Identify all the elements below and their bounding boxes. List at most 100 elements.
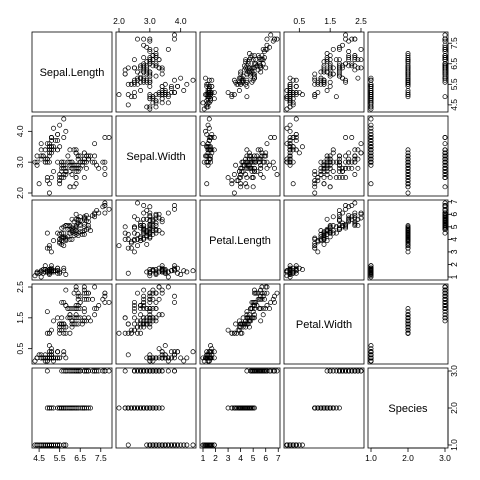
point-r1-c3-92 — [318, 172, 324, 177]
point-r2-c0-99 — [61, 235, 67, 241]
point-r1-c2-100 — [263, 150, 269, 156]
point-r3-c1-86 — [150, 315, 156, 321]
point-r0-c4-86 — [405, 57, 411, 63]
point-r1-c0-93 — [46, 181, 52, 187]
point-r2-c3-128 — [346, 216, 352, 222]
point-r2-c3-93 — [312, 245, 318, 251]
point-r0-c3-109 — [358, 46, 364, 52]
point-r2-c3-24 — [287, 263, 293, 269]
point-r1-c3-76 — [324, 165, 330, 171]
point-r0-c1-35 — [153, 92, 159, 98]
tick-label-bottom-c2-3: 4 — [238, 453, 243, 463]
point-r2-c1-15 — [190, 268, 196, 274]
point-r0-c4-148 — [442, 67, 448, 73]
point-r0-c2-139 — [255, 53, 261, 59]
point-r2-c1-111 — [138, 220, 144, 226]
point-r3-c2-61 — [240, 315, 246, 321]
point-r3-c0-44 — [48, 349, 54, 355]
point-r0-c3-144 — [358, 57, 364, 63]
point-r0-c1-149 — [147, 73, 153, 79]
point-r0-c1-115 — [153, 63, 159, 69]
point-r1-c3-86 — [327, 156, 333, 162]
point-r1-c2-62 — [238, 184, 244, 190]
point-r4-c3-147 — [343, 368, 349, 374]
point-r1-c0-136 — [73, 147, 79, 153]
point-r1-c0-106 — [44, 175, 50, 181]
point-r1-c3-114 — [355, 165, 361, 171]
point-r2-c3-45 — [290, 269, 296, 275]
point-r2-c1-133 — [141, 223, 147, 229]
point-r1-c4-41 — [368, 181, 374, 187]
point-r1-c4-92 — [405, 172, 411, 177]
point-r3-c1-82 — [138, 324, 144, 330]
point-r1-c4-107 — [442, 162, 448, 168]
point-r4-c1-8 — [144, 442, 150, 448]
point-r2-c1-140 — [150, 216, 156, 222]
point-r1-c2-43 — [208, 144, 213, 150]
point-r3-c2-118 — [274, 290, 280, 296]
point-r2-c3-84 — [327, 230, 333, 236]
point-r3-c1-126 — [141, 306, 147, 312]
point-r3-c1-32 — [181, 358, 187, 364]
point-r4-c3-148 — [352, 368, 358, 374]
point-r3-c0-15 — [61, 349, 67, 355]
point-r0-c2-36 — [204, 81, 210, 87]
point-r1-c3-39 — [287, 147, 293, 153]
point-r3-c2-134 — [258, 318, 264, 324]
point-r2-c1-53 — [125, 236, 131, 242]
point-r0-c3-42 — [287, 104, 293, 110]
point-r3-c4-70 — [405, 306, 411, 312]
point-r1-c4-48 — [368, 138, 374, 144]
point-r2-c4-97 — [405, 233, 411, 239]
point-r2-c3-56 — [330, 228, 336, 234]
point-r0-c1-129 — [147, 46, 153, 52]
point-r4-c2-106 — [244, 368, 250, 374]
point-r0-c3-85 — [330, 71, 336, 77]
point-r1-c2-93 — [229, 181, 235, 187]
point-r0-c3-105 — [346, 38, 352, 44]
point-r2-c3-49 — [287, 269, 293, 275]
point-r1-c2-140 — [258, 156, 264, 162]
point-r3-c0-65 — [81, 318, 87, 324]
point-r4-c2-131 — [268, 368, 274, 374]
point-r4-c1-142 — [138, 368, 144, 374]
point-r1-c0-83 — [67, 168, 73, 174]
point-r1-c3-62 — [312, 184, 318, 190]
point-r1-c3-65 — [324, 156, 330, 162]
panel-frame-r2-c1 — [115, 199, 197, 281]
point-r0-c3-139 — [346, 53, 352, 59]
point-r4-c1-48 — [168, 442, 174, 448]
point-r2-c1-130 — [141, 210, 147, 216]
point-r1-c3-78 — [327, 162, 333, 168]
point-r4-c1-60 — [116, 405, 122, 411]
point-r0-c2-145 — [253, 57, 259, 63]
point-r1-c3-44 — [293, 135, 299, 140]
point-r0-c1-68 — [122, 67, 128, 73]
point-r1-c4-68 — [405, 184, 411, 190]
panel-frame-r2-c3 — [283, 199, 365, 281]
point-r3-c0-42 — [34, 355, 40, 361]
panel-frame-r4-c3 — [283, 367, 365, 449]
point-r1-c3-95 — [318, 159, 324, 165]
point-r0-c4-147 — [442, 61, 448, 67]
point-r1-c2-132 — [258, 165, 264, 171]
point-r2-c0-43 — [46, 267, 52, 272]
point-r1-c3-22 — [287, 141, 293, 147]
point-r2-c1-87 — [125, 231, 131, 237]
point-r0-c1-90 — [135, 81, 140, 87]
point-r3-c0-48 — [53, 355, 59, 361]
point-r3-c0-87 — [73, 321, 79, 327]
point-r3-c1-31 — [159, 349, 165, 355]
point-r3-c2-144 — [259, 284, 265, 290]
point-r3-c2-99 — [239, 321, 245, 327]
point-r2-c0-22 — [38, 274, 44, 280]
point-r1-c2-65 — [243, 156, 249, 162]
point-r3-c1-89 — [131, 321, 137, 327]
point-r0-c3-148 — [352, 67, 358, 73]
point-r4-c3-95 — [318, 405, 324, 411]
point-r3-c1-104 — [147, 293, 153, 299]
point-r1-c0-131 — [106, 135, 112, 140]
point-r2-c1-110 — [153, 223, 159, 229]
point-r4-c1-15 — [190, 442, 196, 448]
point-r1-c3-9 — [284, 156, 290, 162]
